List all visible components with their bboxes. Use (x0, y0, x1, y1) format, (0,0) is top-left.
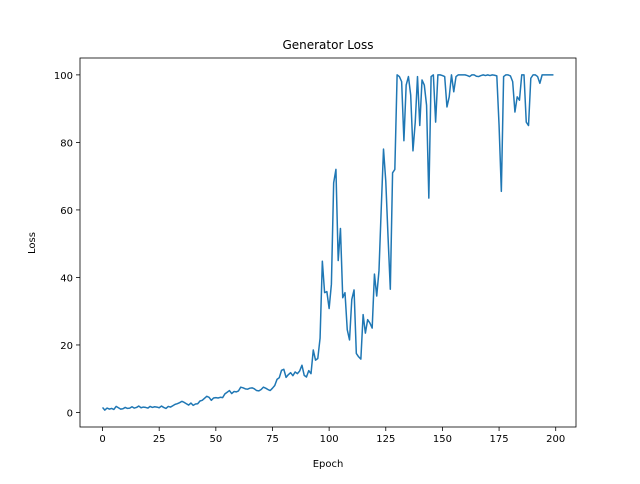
y-tick-label: 100 (54, 71, 73, 82)
axes-frame (79, 57, 577, 428)
x-axis-label: Epoch (313, 459, 344, 470)
y-tick-label: 60 (60, 206, 73, 217)
x-tick-label: 100 (320, 434, 339, 445)
x-tick-label: 50 (209, 434, 222, 445)
chart-title: Generator Loss (282, 38, 373, 52)
x-tick-label: 150 (433, 434, 452, 445)
x-tick-label: 25 (153, 434, 166, 445)
line-series (101, 74, 554, 411)
y-tick-label: 80 (60, 138, 73, 149)
x-tick-label: 75 (266, 434, 279, 445)
x-tick-label: 200 (546, 434, 565, 445)
x-tick-label: 0 (99, 434, 105, 445)
y-tick-label: 20 (60, 341, 73, 352)
x-tick-label: 125 (376, 434, 395, 445)
y-tick-label: 40 (60, 273, 73, 284)
x-tick-label: 175 (490, 434, 509, 445)
y-axis-label: Loss (27, 232, 38, 254)
y-tick-label: 0 (67, 408, 73, 419)
